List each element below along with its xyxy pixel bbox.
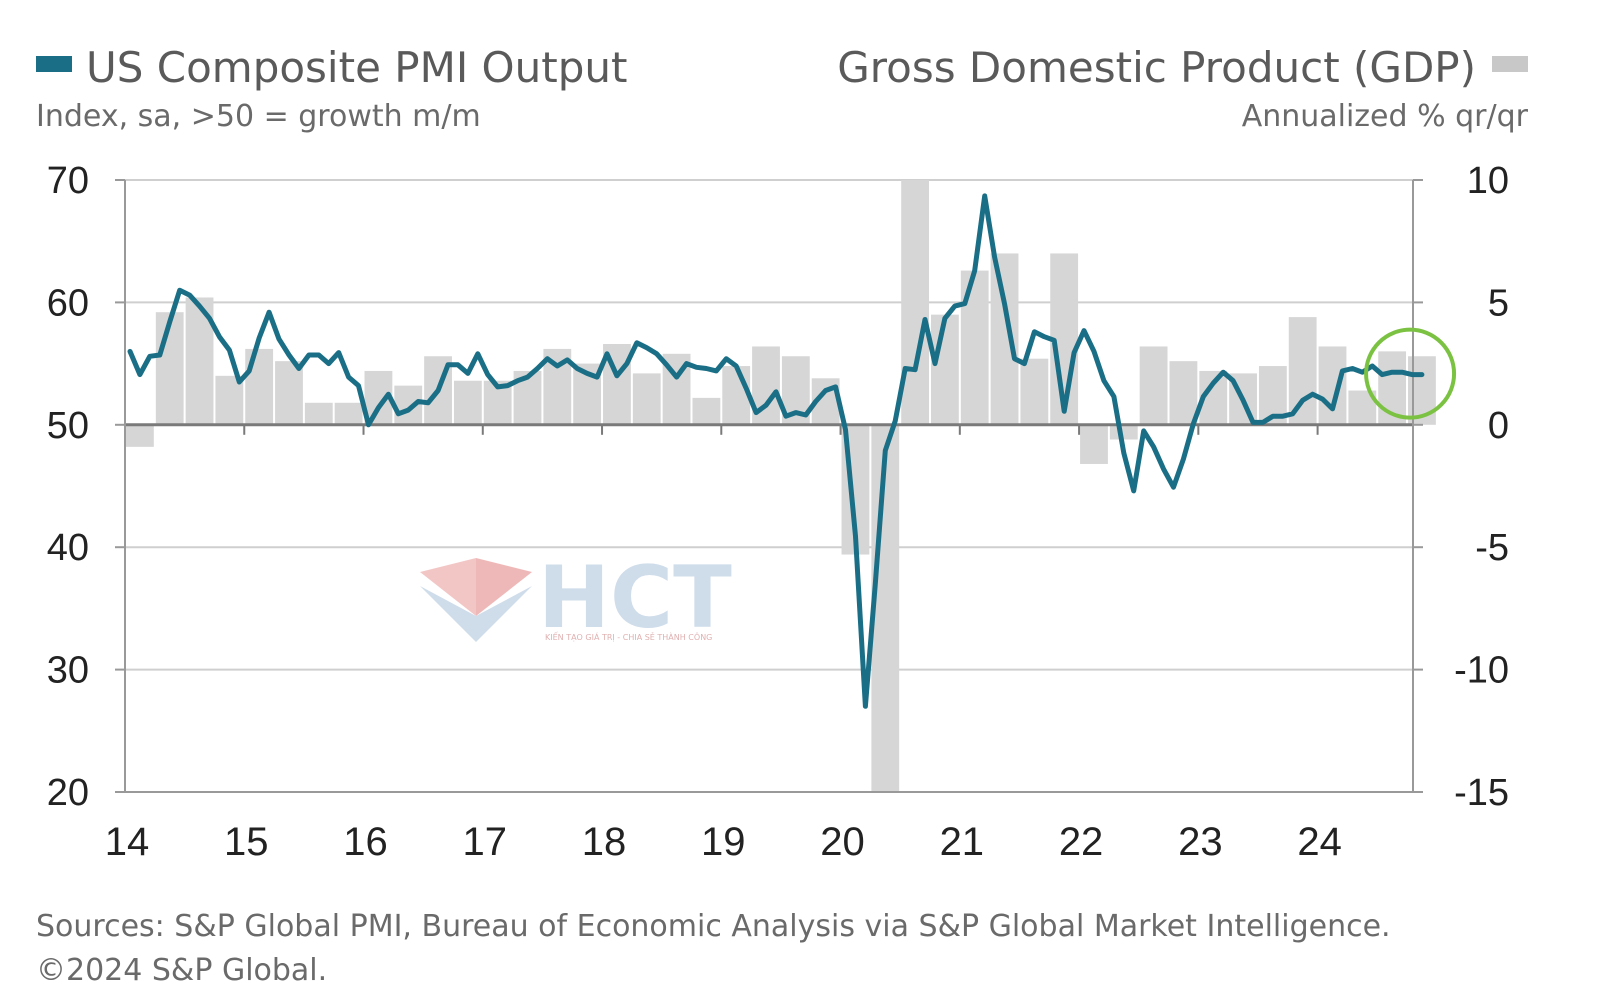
watermark-logo-left bbox=[420, 558, 476, 616]
watermark-logo-bottom bbox=[420, 586, 532, 642]
gdp-bar bbox=[1109, 424, 1138, 440]
gdp-bar bbox=[1288, 317, 1317, 425]
gdp-bar bbox=[304, 402, 333, 425]
gdp-bar bbox=[126, 424, 154, 447]
source-line-2: ©2024 S&P Global. bbox=[36, 953, 327, 988]
gdp-bar bbox=[334, 402, 363, 425]
gdp-bar bbox=[275, 361, 303, 425]
left-tick-label: 50 bbox=[47, 405, 89, 447]
right-tick-label: -15 bbox=[1454, 772, 1509, 814]
x-tick-label: 24 bbox=[1297, 820, 1342, 864]
gdp-bar bbox=[1020, 358, 1049, 425]
gdp-bar bbox=[722, 366, 751, 425]
right-tick-label: 0 bbox=[1488, 405, 1509, 447]
gdp-bar bbox=[1080, 424, 1108, 464]
watermark-logo-right bbox=[476, 558, 532, 616]
watermark-text: HCT bbox=[538, 548, 732, 648]
pmi-legend-swatch bbox=[36, 56, 72, 72]
gdp-bar bbox=[901, 180, 929, 425]
gdp-bar bbox=[453, 380, 482, 425]
x-tick-label: 18 bbox=[582, 820, 627, 864]
left-tick-label: 20 bbox=[47, 772, 89, 814]
watermark-tagline: KIẾN TẠO GIÁ TRỊ - CHIA SẺ THÀNH CÔNG bbox=[545, 631, 712, 643]
x-tick-label: 19 bbox=[701, 820, 746, 864]
gdp-bar bbox=[1169, 361, 1198, 425]
gdp-bar bbox=[394, 385, 423, 425]
gdp-bar bbox=[871, 424, 900, 792]
x-tick-label: 21 bbox=[940, 820, 985, 864]
pmi-legend-title: US Composite PMI Output bbox=[86, 43, 627, 92]
right-tick-label: 10 bbox=[1467, 160, 1509, 202]
gdp-bar bbox=[960, 270, 989, 425]
left-tick-label: 40 bbox=[47, 527, 89, 569]
x-tick-label: 14 bbox=[105, 820, 150, 864]
watermark: HCT KIẾN TẠO GIÁ TRỊ - CHIA SẺ THÀNH CÔN… bbox=[420, 548, 732, 648]
gdp-bar bbox=[692, 397, 721, 425]
x-tick-label: 23 bbox=[1178, 820, 1223, 864]
right-tick-label: -10 bbox=[1454, 650, 1509, 692]
gdp-bar bbox=[245, 348, 274, 425]
source-line-1: Sources: S&P Global PMI, Bureau of Econo… bbox=[36, 909, 1391, 944]
x-tick-label: 16 bbox=[343, 820, 388, 864]
left-tick-label: 70 bbox=[47, 160, 89, 202]
axes bbox=[115, 179, 1423, 793]
pmi-line bbox=[127, 193, 1425, 709]
right-tick-label: 5 bbox=[1488, 282, 1509, 324]
gdp-legend-subtitle: Annualized % qr/qr bbox=[1242, 99, 1529, 134]
gdp-bars bbox=[126, 180, 1436, 792]
x-tick-label: 20 bbox=[820, 820, 865, 864]
gridlines bbox=[125, 179, 1413, 793]
x-tick-label: 22 bbox=[1059, 820, 1104, 864]
legend: US Composite PMI Output Index, sa, >50 =… bbox=[36, 43, 1529, 134]
gdp-bar bbox=[1318, 346, 1347, 425]
gdp-legend-title: Gross Domestic Product (GDP) bbox=[837, 43, 1476, 92]
pmi-line-group bbox=[127, 193, 1425, 709]
zero-line bbox=[124, 423, 1413, 435]
highlight-circle bbox=[1364, 327, 1457, 420]
gdp-bar bbox=[931, 314, 959, 425]
left-tick-label: 30 bbox=[47, 650, 89, 692]
right-tick-label: -5 bbox=[1475, 527, 1509, 569]
gdp-bar bbox=[1139, 346, 1168, 425]
gdp-bar bbox=[155, 312, 184, 425]
pmi-legend-subtitle: Index, sa, >50 = growth m/m bbox=[36, 99, 481, 134]
gdp-legend-swatch bbox=[1492, 56, 1528, 72]
gdp-bar bbox=[632, 373, 661, 425]
x-tick-label: 15 bbox=[224, 820, 269, 864]
x-tick-label: 17 bbox=[463, 820, 508, 864]
highlight-group bbox=[1364, 327, 1457, 420]
gdp-bar bbox=[990, 253, 1019, 425]
left-tick-label: 60 bbox=[47, 282, 89, 324]
